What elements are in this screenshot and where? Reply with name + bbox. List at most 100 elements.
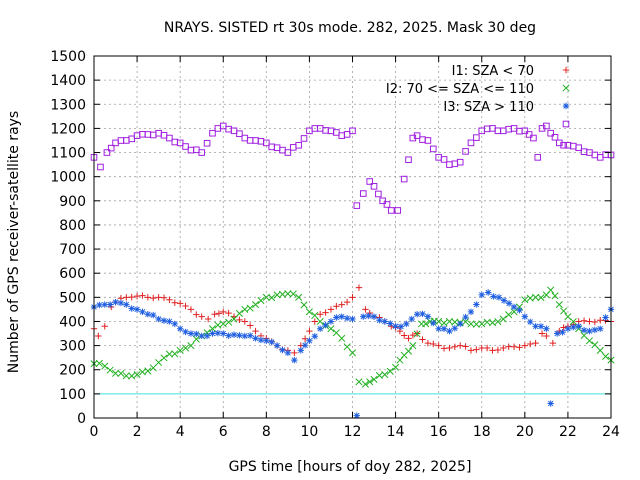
data-point bbox=[472, 320, 480, 328]
data-point bbox=[397, 323, 405, 330]
data-point bbox=[176, 325, 184, 332]
data-point bbox=[220, 308, 227, 316]
legend-marker bbox=[562, 66, 570, 74]
data-point bbox=[500, 344, 507, 352]
data-point bbox=[284, 349, 292, 357]
data-point bbox=[525, 131, 533, 138]
data-point bbox=[252, 301, 260, 309]
data-point bbox=[332, 329, 340, 337]
data-point bbox=[551, 292, 559, 300]
x-tick-label: 20 bbox=[516, 424, 534, 440]
data-point bbox=[144, 294, 152, 301]
data-point bbox=[505, 125, 512, 133]
data-point bbox=[133, 306, 141, 313]
data-point bbox=[547, 286, 555, 294]
data-point bbox=[166, 318, 173, 325]
x-tick-label: 18 bbox=[473, 424, 491, 440]
data-point bbox=[187, 342, 195, 350]
data-point bbox=[193, 146, 200, 154]
data-point bbox=[462, 148, 469, 155]
data-point bbox=[435, 325, 442, 332]
data-point bbox=[155, 129, 162, 137]
data-point bbox=[241, 318, 248, 325]
data-point bbox=[499, 315, 507, 323]
y-tick-label: 100 bbox=[59, 387, 86, 403]
data-point bbox=[311, 311, 319, 320]
data-point bbox=[103, 149, 111, 156]
data-point bbox=[268, 143, 276, 151]
data-point bbox=[349, 127, 356, 135]
data-point bbox=[187, 306, 195, 313]
data-point bbox=[543, 325, 550, 332]
data-point bbox=[383, 201, 391, 208]
data-point bbox=[193, 311, 200, 318]
data-point bbox=[365, 312, 372, 320]
data-point bbox=[166, 296, 173, 303]
data-point bbox=[379, 197, 386, 205]
data-point bbox=[500, 297, 508, 304]
x-tick-label: 8 bbox=[262, 424, 271, 440]
data-point bbox=[209, 330, 216, 337]
data-point bbox=[408, 315, 415, 323]
data-point bbox=[370, 375, 378, 383]
data-point bbox=[387, 207, 395, 214]
data-point bbox=[478, 291, 485, 299]
data-point bbox=[413, 132, 421, 139]
data-point bbox=[338, 334, 346, 342]
data-point bbox=[386, 367, 394, 375]
data-point bbox=[225, 125, 232, 133]
data-point bbox=[128, 372, 136, 380]
data-point bbox=[139, 292, 146, 299]
x-tick-label: 14 bbox=[387, 424, 405, 440]
y-tick-label: 1300 bbox=[50, 97, 86, 113]
data-point bbox=[400, 175, 408, 183]
data-point bbox=[268, 338, 275, 346]
data-point bbox=[128, 305, 135, 312]
data-point bbox=[176, 300, 184, 307]
y-tick-label: 1200 bbox=[50, 121, 86, 137]
data-point bbox=[144, 131, 152, 138]
data-point bbox=[165, 350, 173, 358]
data-point bbox=[409, 342, 417, 350]
data-point bbox=[220, 330, 227, 337]
data-point bbox=[483, 344, 491, 352]
data-point bbox=[166, 134, 173, 142]
data-point bbox=[499, 127, 507, 135]
data-point bbox=[150, 311, 157, 319]
data-point bbox=[462, 343, 469, 350]
data-point bbox=[257, 297, 265, 305]
y-tick-label: 800 bbox=[59, 218, 86, 234]
data-point bbox=[268, 294, 276, 302]
data-point bbox=[187, 146, 195, 154]
y-tick-label: 1400 bbox=[50, 73, 86, 89]
data-point bbox=[235, 309, 243, 318]
data-point bbox=[106, 366, 114, 374]
data-point bbox=[555, 301, 563, 309]
data-point bbox=[516, 127, 523, 135]
data-point bbox=[246, 322, 254, 329]
data-point bbox=[440, 319, 448, 327]
y-tick-label: 900 bbox=[59, 194, 86, 210]
data-point bbox=[396, 327, 404, 335]
data-point bbox=[176, 346, 184, 354]
data-point bbox=[327, 306, 335, 313]
data-point bbox=[327, 318, 335, 325]
data-point bbox=[297, 347, 304, 354]
data-point bbox=[257, 137, 265, 145]
data-point bbox=[585, 337, 594, 345]
data-point bbox=[155, 315, 162, 323]
data-point bbox=[530, 134, 537, 142]
data-point bbox=[123, 294, 130, 301]
x-tick-label: 22 bbox=[559, 424, 577, 440]
data-point bbox=[366, 178, 374, 185]
data-point bbox=[181, 344, 190, 352]
data-point bbox=[349, 315, 356, 323]
data-point bbox=[516, 307, 523, 314]
data-point bbox=[451, 343, 459, 351]
data-point bbox=[569, 317, 577, 326]
data-point bbox=[101, 323, 108, 330]
data-point bbox=[171, 320, 178, 328]
data-point bbox=[225, 309, 232, 317]
data-point bbox=[246, 137, 254, 144]
